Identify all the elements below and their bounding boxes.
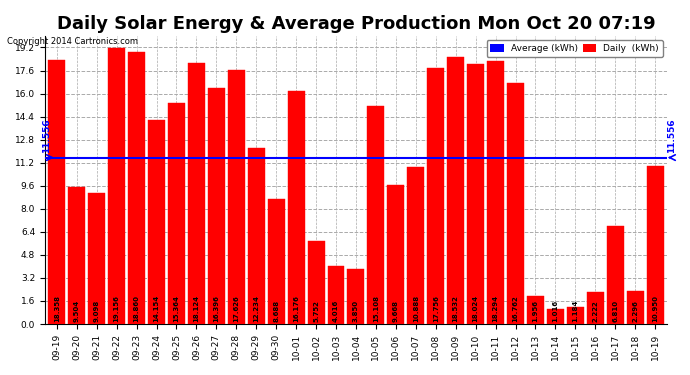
Bar [308,241,324,324]
Bar [168,103,185,324]
Bar [507,82,524,324]
Bar [368,106,384,324]
Bar [407,167,424,324]
Text: 16.176: 16.176 [293,295,299,322]
Text: 1.956: 1.956 [533,300,538,322]
Text: 4.016: 4.016 [333,300,339,322]
Bar [208,88,225,324]
Bar [248,148,265,324]
Text: 18.024: 18.024 [473,295,479,322]
Text: 17.626: 17.626 [233,295,239,322]
Text: 9.504: 9.504 [74,300,80,322]
Text: 12.234: 12.234 [253,295,259,322]
Bar [128,53,145,324]
Bar [328,266,344,324]
Bar [228,70,245,324]
Text: 9.668: 9.668 [393,300,399,322]
Text: 6.810: 6.810 [612,300,618,322]
Bar [447,57,464,324]
Text: 10.888: 10.888 [413,295,419,322]
Bar [348,268,364,324]
Text: 1.016: 1.016 [553,300,558,322]
Bar [268,199,285,324]
Bar [586,292,604,324]
Text: 19.156: 19.156 [114,295,119,322]
Text: 8.688: 8.688 [273,300,279,322]
Bar [427,68,444,324]
Bar [387,185,404,324]
Text: 16.396: 16.396 [213,295,219,322]
Bar [647,166,664,324]
Text: 1.184: 1.184 [572,300,578,322]
Bar [527,296,544,324]
Text: 18.860: 18.860 [134,295,139,322]
Text: 11.556: 11.556 [42,118,51,153]
Bar [467,64,484,324]
Text: 2.222: 2.222 [592,300,598,322]
Text: 9.098: 9.098 [94,300,99,322]
Text: 5.752: 5.752 [313,300,319,322]
Text: 18.124: 18.124 [193,295,199,322]
Bar [88,193,105,324]
Bar [188,63,205,324]
Bar [567,307,584,324]
Text: 18.532: 18.532 [453,295,459,322]
Bar [607,226,624,324]
Legend: Average (kWh), Daily  (kWh): Average (kWh), Daily (kWh) [486,40,662,57]
Bar [48,60,66,324]
Text: Copyright 2014 Cartronics.com: Copyright 2014 Cartronics.com [7,38,138,46]
Text: 18.294: 18.294 [493,295,499,322]
Text: 3.850: 3.850 [353,300,359,322]
Bar [487,60,504,324]
Text: 16.762: 16.762 [513,295,518,322]
Text: 2.296: 2.296 [632,300,638,322]
Bar [108,48,125,324]
Text: 17.756: 17.756 [433,295,439,322]
Title: Daily Solar Energy & Average Production Mon Oct 20 07:19: Daily Solar Energy & Average Production … [57,15,656,33]
Bar [547,309,564,324]
Text: 18.358: 18.358 [54,295,60,322]
Text: 15.364: 15.364 [173,295,179,322]
Text: 10.950: 10.950 [652,295,658,322]
Bar [627,291,644,324]
Text: 15.108: 15.108 [373,295,379,322]
Bar [68,187,86,324]
Bar [288,91,304,324]
Text: 11.556: 11.556 [667,118,676,153]
Text: 14.154: 14.154 [154,295,159,322]
Bar [148,120,165,324]
